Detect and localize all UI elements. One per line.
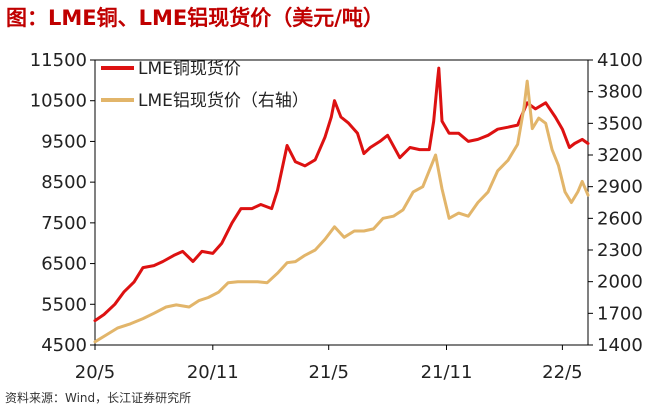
plot-frame xyxy=(94,59,589,346)
y-right-tick-label: 4100 xyxy=(597,50,643,71)
y-left-tick-label: 5500 xyxy=(41,294,87,315)
axes: 11500 10500 9500 8500 7500 6500 5500 4500 4100 38… xyxy=(30,50,643,383)
x-tick-label: 22/5 xyxy=(542,362,582,383)
legend: LME铜现货价 LME铝现货价（右轴） xyxy=(101,59,309,111)
y-left-tick-label: 7500 xyxy=(41,213,87,234)
y-right-tick-label: 2900 xyxy=(597,177,643,198)
copper-price-line xyxy=(93,66,590,323)
y-left-tick-label: 10500 xyxy=(30,91,87,112)
x-tick-label: 20/11 xyxy=(187,362,239,383)
y-right-tick-label: 3200 xyxy=(597,145,643,166)
y-left-tick-label: 6500 xyxy=(41,254,87,275)
aluminium-price-line xyxy=(93,79,590,344)
y-right-tick-label: 2600 xyxy=(597,208,643,229)
y-left-tick-label: 4500 xyxy=(41,335,87,356)
y-left-tick-label: 9500 xyxy=(41,131,87,152)
y-left-tick-label: 8500 xyxy=(41,172,87,193)
y-right-tick-label: 2300 xyxy=(597,240,643,261)
source-note: 资料来源：Wind，长江证券研究所 xyxy=(5,390,191,405)
x-tick-label: 21/5 xyxy=(308,362,348,383)
legend-label-aluminium: LME铝现货价（右轴） xyxy=(138,91,309,111)
y-right-tick-label: 1400 xyxy=(597,335,643,356)
chart-title: 图：LME铜、LME铝现货价（美元/吨） xyxy=(6,6,384,30)
y-right-tick-label: 1700 xyxy=(597,303,643,324)
y-right-tick-label: 2000 xyxy=(597,272,643,293)
x-tick-label: 21/11 xyxy=(421,362,473,383)
x-tick-label: 20/5 xyxy=(75,362,115,383)
legend-label-copper: LME铜现货价 xyxy=(138,59,241,79)
series-layer xyxy=(93,66,590,344)
y-right-tick-label: 3800 xyxy=(597,82,643,103)
y-left-tick-label: 11500 xyxy=(30,50,87,71)
y-right-tick-label: 3500 xyxy=(597,113,643,134)
